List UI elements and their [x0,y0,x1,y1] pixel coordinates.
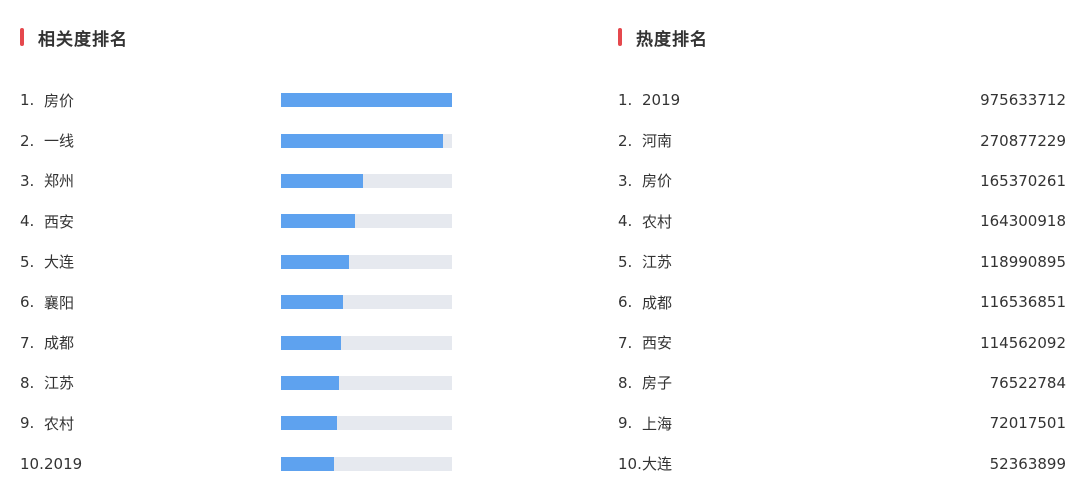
rank-number: 7. [618,333,633,352]
rank-number: 5. [20,252,35,271]
heat-row: 5. 江苏 118990895 [618,242,1066,282]
rank-term: 2019 [44,454,83,473]
relevance-bar-track [281,173,452,188]
heat-value: 270877229 [980,131,1066,150]
rank-number: 3. [20,171,35,190]
relevance-bar-fill [281,133,444,148]
relevance-bar-track [281,375,452,390]
rank-term: 江苏 [642,253,673,272]
rank-number: 2. [20,131,35,150]
heat-value: 975633712 [980,91,1066,110]
rank-number: 3. [618,171,633,190]
heat-value: 165370261 [980,171,1066,190]
relevance-bar-fill [281,375,340,390]
rank-number: 7. [20,333,35,352]
rank-term: 西安 [44,212,75,231]
relevance-bar-track [281,335,452,350]
relevance-title: 相关度排名 [38,29,128,50]
rank-term: 大连 [642,455,673,474]
relevance-bar-track [281,295,452,310]
heat-value: 164300918 [980,212,1066,231]
relevance-bar-track [281,416,452,431]
rank-number: 1. [618,91,633,110]
section-accent-bar [618,28,622,46]
rank-number: 8. [20,373,35,392]
heat-row: 2. 河南 270877229 [618,120,1066,160]
relevance-bar-track [281,214,452,229]
heat-row: 1. 2019 975633712 [618,80,1066,120]
heat-value: 52363899 [989,454,1066,473]
relevance-bar-fill [281,416,338,431]
rank-number: 9. [618,414,633,433]
heat-row: 6. 成都 116536851 [618,282,1066,322]
relevance-header: 相关度排名 [20,26,128,50]
rank-term: 大连 [44,253,75,272]
heat-list: 1. 2019 975633712 2. 河南 270877229 3. 房价 16537026… [618,80,1066,484]
rank-term: 农村 [642,212,673,231]
heat-header: 热度排名 [618,26,708,50]
rank-term: 上海 [642,414,673,433]
section-accent-bar [20,28,24,46]
rank-number: 10. [618,454,642,473]
rank-number: 9. [20,414,35,433]
relevance-bar-track [281,254,452,269]
relevance-row: 7. 成都 [20,322,460,362]
rank-term: 郑州 [44,172,75,191]
relevance-bar-fill [281,173,364,188]
heat-row: 8. 房子 76522784 [618,363,1066,403]
relevance-bar-track [281,93,452,108]
relevance-row: 8. 江苏 [20,363,460,403]
heat-value: 118990895 [980,252,1066,271]
heat-row: 7. 西安 114562092 [618,322,1066,362]
rank-number: 5. [618,252,633,271]
relevance-bar-fill [281,214,355,229]
rank-term: 房子 [642,374,673,393]
heat-row: 10. 大连 52363899 [618,444,1066,484]
heat-row: 9. 上海 72017501 [618,403,1066,443]
rank-term: 河南 [642,132,673,151]
relevance-row: 4. 西安 [20,201,460,241]
heat-value: 76522784 [989,373,1066,392]
relevance-bar-fill [281,93,452,108]
rank-term: 成都 [44,334,75,353]
heat-row: 3. 房价 165370261 [618,161,1066,201]
heat-value: 116536851 [980,293,1066,312]
relevance-bar-fill [281,254,350,269]
relevance-list: 1. 房价 2. 一线 3. 郑州 4. 西安 5. 大连 6. 襄阳 7. 成都 8. 江苏 9. 农村 10. 2… [20,80,460,484]
rank-number: 6. [618,293,633,312]
rank-number: 1. [20,91,35,110]
rank-term: 房价 [44,91,75,110]
rank-term: 一线 [44,132,75,151]
heat-row: 4. 农村 164300918 [618,201,1066,241]
rank-term: 成都 [642,293,673,312]
rank-number: 2. [618,131,633,150]
rank-number: 4. [618,212,633,231]
rank-number: 10. [20,454,44,473]
relevance-bar-track [281,456,452,471]
rank-term: 房价 [642,172,673,191]
relevance-bar-fill [281,335,341,350]
heat-title: 热度排名 [636,29,708,50]
relevance-row: 6. 襄阳 [20,282,460,322]
rank-term: 江苏 [44,374,75,393]
relevance-bar-track [281,133,452,148]
rank-term: 襄阳 [44,293,75,312]
relevance-row: 10. 2019 [20,444,460,484]
rank-term: 西安 [642,334,673,353]
relevance-row: 2. 一线 [20,120,460,160]
relevance-row: 1. 房价 [20,80,460,120]
heat-value: 72017501 [989,414,1066,433]
relevance-row: 3. 郑州 [20,161,460,201]
heat-value: 114562092 [980,333,1066,352]
rank-number: 6. [20,293,35,312]
rank-term: 农村 [44,414,75,433]
rank-number: 4. [20,212,35,231]
relevance-row: 9. 农村 [20,403,460,443]
relevance-bar-fill [281,295,343,310]
rank-term: 2019 [642,91,681,110]
relevance-row: 5. 大连 [20,242,460,282]
relevance-bar-fill [281,456,334,471]
rank-number: 8. [618,373,633,392]
